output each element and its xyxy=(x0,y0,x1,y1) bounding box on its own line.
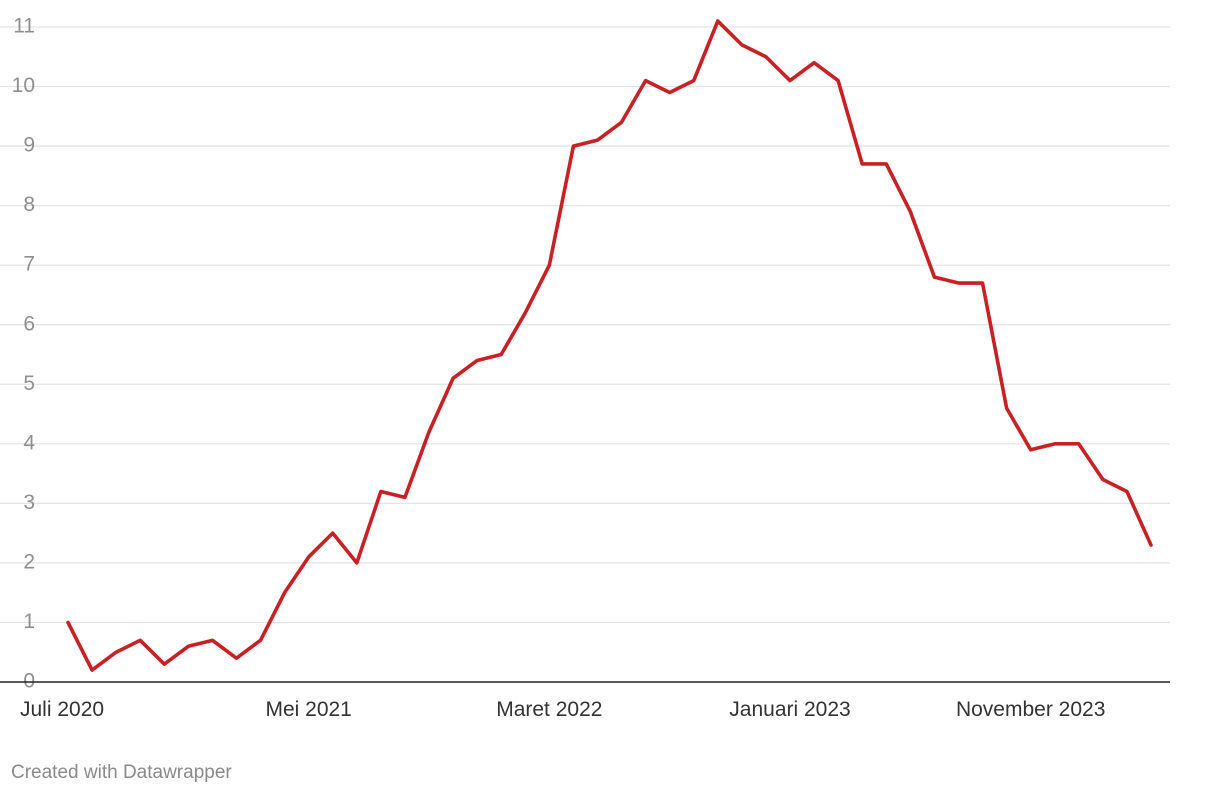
series-line xyxy=(66,19,1153,672)
y-tick-label: 10 xyxy=(12,74,35,97)
y-tick-label: 0 xyxy=(23,670,35,693)
series-layer xyxy=(66,19,1153,672)
y-tick-label: 6 xyxy=(23,312,35,335)
y-tick-label: 1 xyxy=(23,610,35,633)
x-tick-label: Maret 2022 xyxy=(496,698,602,721)
y-tick-label: 2 xyxy=(23,550,35,573)
y-tick-label: 4 xyxy=(23,431,35,454)
y-axis-ticks: 0 1 2 3 4 5 6 7 8 9 10 11 xyxy=(12,15,36,693)
x-tick-label: Januari 2023 xyxy=(729,698,850,721)
y-tick-label: 11 xyxy=(13,15,35,38)
x-axis-ticks: Juli 2020 Mei 2021 Maret 2022 Januari 2023 N… xyxy=(20,698,1105,721)
y-tick-label: 9 xyxy=(23,134,35,157)
y-tick-label: 8 xyxy=(23,193,35,216)
line-chart: 0 1 2 3 4 5 6 7 8 9 10 11 Juli 2020 Mei 2021 Maret 20… xyxy=(0,15,1170,721)
y-tick-label: 5 xyxy=(23,372,35,395)
credit-text: Created with Datawrapper xyxy=(11,762,232,783)
gridlines xyxy=(0,26,1170,624)
y-tick-label: 3 xyxy=(23,491,35,514)
x-tick-label: Mei 2021 xyxy=(265,698,351,721)
y-tick-label: 7 xyxy=(23,253,35,276)
x-tick-label: Juli 2020 xyxy=(20,698,104,721)
x-tick-label: November 2023 xyxy=(956,698,1105,721)
